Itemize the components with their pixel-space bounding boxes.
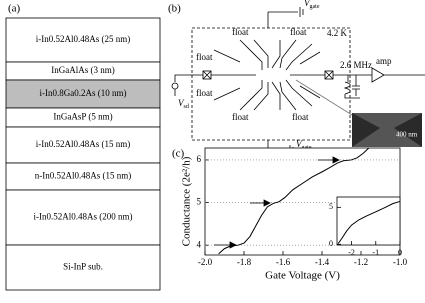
layer-label: i-In0.8Ga0.2As (10 nm): [40, 88, 127, 98]
amp-label: amp: [376, 56, 392, 66]
x-tick-label: -1.0: [393, 257, 408, 267]
y-tick-label: 4: [197, 239, 202, 249]
x-tick-label: 0: [398, 248, 402, 257]
layer: [5, 79, 161, 109]
data-line: [218, 147, 370, 255]
data-line: [337, 200, 401, 244]
float-label: float: [196, 88, 213, 98]
float-label: float: [232, 27, 249, 37]
float-label: float: [232, 112, 249, 122]
layer-label: InGaAsP (5 nm): [53, 112, 112, 122]
x-tick-label: -1.8: [237, 257, 252, 267]
y-axis-label: Conductance (2e²/h): [181, 156, 193, 246]
y-tick-label: 5: [329, 202, 333, 211]
panel-label: (c): [172, 148, 185, 160]
layer-label: i-In0.52Al0.48As (25 nm): [36, 34, 131, 44]
float-label: float: [292, 112, 309, 122]
gate-fingers: [211, 39, 325, 111]
y-tick-label: 5: [197, 197, 202, 207]
panel-label: (a): [8, 3, 21, 15]
x-tick-label: -2: [348, 248, 355, 257]
layer: [5, 126, 161, 164]
x-tick-label: -1.2: [354, 257, 368, 267]
temperature: 4.2 K: [327, 28, 348, 38]
vgate-top: Vgate: [304, 0, 320, 10]
layer: [5, 17, 161, 63]
layer-label: i-In0.52Al0.48As (200 nm): [34, 212, 133, 222]
schematic: 400 nm 4.2 K 2.6 MHz amp Vsd Vgate Vgate…: [171, 0, 425, 155]
y-tick-label: 0: [329, 239, 333, 248]
plateau-arrows: [214, 156, 340, 249]
layer-label: InGaAlAs (3 nm): [51, 65, 115, 75]
layer-label: Si-InP sub.: [63, 262, 103, 272]
layer-stack: i-In0.52Al0.48As (25 nm) InGaAlAs (3 nm) i…: [5, 17, 161, 291]
layer-label: n-In0.52Al0.48As (15 nm): [35, 171, 132, 181]
scale-bar: 400 nm: [396, 131, 418, 139]
layer: [5, 189, 161, 246]
x-tick-label: -2.0: [198, 257, 213, 267]
x-axis-label: Gate Voltage (V): [265, 270, 340, 282]
layer: [5, 244, 161, 291]
x-tick-label: -1.6: [276, 257, 291, 267]
float-label: float: [290, 27, 307, 37]
y-tick-label: 6: [197, 154, 202, 164]
cryostat-box: [191, 27, 351, 141]
x-tick-label: -1: [372, 248, 379, 257]
layer: [5, 162, 161, 191]
layer-label: i-In0.52Al0.48As (15 nm): [36, 139, 131, 149]
charts: -2.0 -1.8 -1.6 -1.4 -1.2 -1.0 4 5 6 Gate Voltage …: [181, 147, 408, 282]
vsd: Vsd: [178, 98, 189, 110]
x-tick-label: -1.4: [315, 257, 330, 267]
panel-label: (b): [168, 3, 181, 15]
float-label: float: [196, 52, 213, 62]
frequency: 2.6 MHz: [340, 60, 372, 70]
